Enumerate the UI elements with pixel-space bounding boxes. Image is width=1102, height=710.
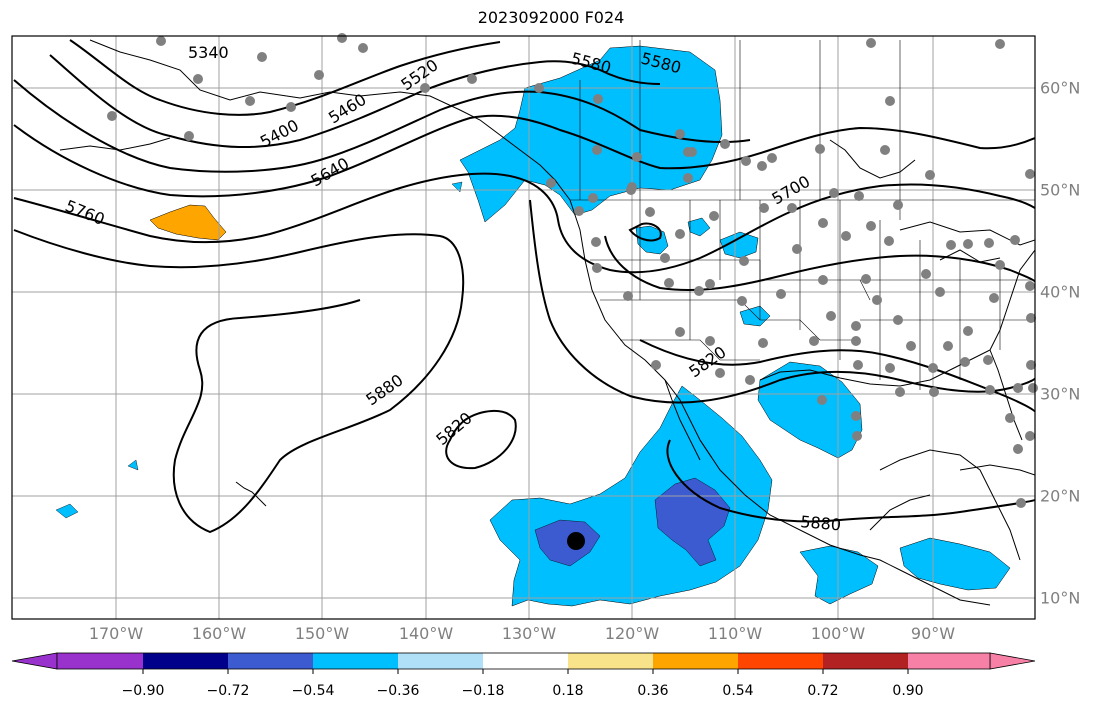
lon-label: 170°W — [88, 624, 144, 643]
shade-orange — [149, 204, 227, 241]
colorbar-segment — [908, 653, 990, 669]
colorbar-segment — [398, 653, 483, 669]
lon-label: 110°W — [707, 624, 763, 643]
lat-label: 40°N — [1040, 282, 1081, 302]
colorbar-segment — [823, 653, 908, 669]
lat-label: 20°N — [1040, 486, 1081, 506]
colorbar-segment — [228, 653, 313, 669]
station-dots — [107, 33, 1038, 508]
contour-label: 5640 — [308, 154, 353, 191]
map-title: 2023092000 F024 — [477, 8, 625, 27]
lat-label: 50°N — [1040, 180, 1081, 200]
colorbar-segment — [313, 653, 398, 669]
lon-label: 100°W — [810, 624, 866, 643]
colorbar-tick-label: −0.36 — [376, 683, 420, 699]
shading-layer — [55, 45, 1011, 607]
colorbar-tick-label: −0.72 — [206, 683, 250, 699]
shade-speck-1 — [127, 459, 139, 471]
contour-label: 5880 — [362, 370, 406, 409]
colorbar-tick-label: −0.90 — [121, 683, 165, 699]
shade-speck-2 — [55, 503, 79, 519]
contour-label: 5340 — [188, 43, 229, 62]
colorbar-tick-label: 0.90 — [892, 683, 924, 699]
colorbar-segment — [57, 653, 143, 669]
lat-label: 10°N — [1040, 588, 1081, 608]
colorbar-tick-label: 0.54 — [722, 683, 754, 699]
shade-northwest-blue — [459, 45, 723, 223]
colorbar-tick-label: −0.54 — [291, 683, 335, 699]
shade-camerica-blue — [799, 545, 879, 605]
lon-label: 150°W — [294, 624, 350, 643]
lon-label: 160°W — [191, 624, 247, 643]
lon-label: 140°W — [398, 624, 454, 643]
shade-epac-darkblue-2 — [654, 477, 731, 567]
colorbar-tick-label: −0.18 — [461, 683, 505, 699]
colorbar-extend-high — [989, 652, 1036, 670]
colorbar-segment — [143, 653, 228, 669]
state-borders — [570, 40, 1035, 390]
shade-carib-blue — [899, 537, 1011, 591]
contour-label: 5700 — [769, 172, 814, 209]
lat-label: 60°N — [1040, 78, 1081, 98]
colorbar-segment — [483, 653, 568, 669]
coastlines — [59, 39, 1035, 606]
colorbar-outline — [56, 652, 991, 670]
colorbar-extend-low — [11, 652, 58, 670]
shade-us-blob-2 — [719, 231, 759, 259]
colorbar-segment — [568, 653, 653, 669]
colorbar-segment — [738, 653, 823, 669]
lon-label: 120°W — [604, 624, 660, 643]
shade-us-blob-4 — [739, 305, 771, 327]
colorbar-tick-label: 0.72 — [807, 683, 839, 699]
map-frame — [11, 35, 1036, 620]
lon-label: 90°W — [910, 624, 956, 643]
colorbar-tick-label: 0.36 — [637, 683, 669, 699]
contour-label: 5460 — [325, 90, 370, 128]
shade-us-blob-3 — [687, 217, 711, 237]
colorbar-tick-label: 0.18 — [552, 683, 584, 699]
height-contours — [13, 39, 1035, 534]
lat-label: 30°N — [1040, 384, 1081, 404]
colorbar — [11, 652, 1036, 674]
shade-gulf-blue — [757, 361, 863, 459]
gridlines — [12, 36, 1035, 619]
storm-center-dot — [567, 532, 585, 550]
lon-label: 130°W — [501, 624, 557, 643]
contour-label: 5820 — [432, 408, 475, 449]
contour-label: 5880 — [800, 512, 842, 534]
contour-label: 5760 — [63, 196, 108, 229]
contour-label: 5400 — [257, 116, 302, 152]
colorbar-segment — [653, 653, 738, 669]
